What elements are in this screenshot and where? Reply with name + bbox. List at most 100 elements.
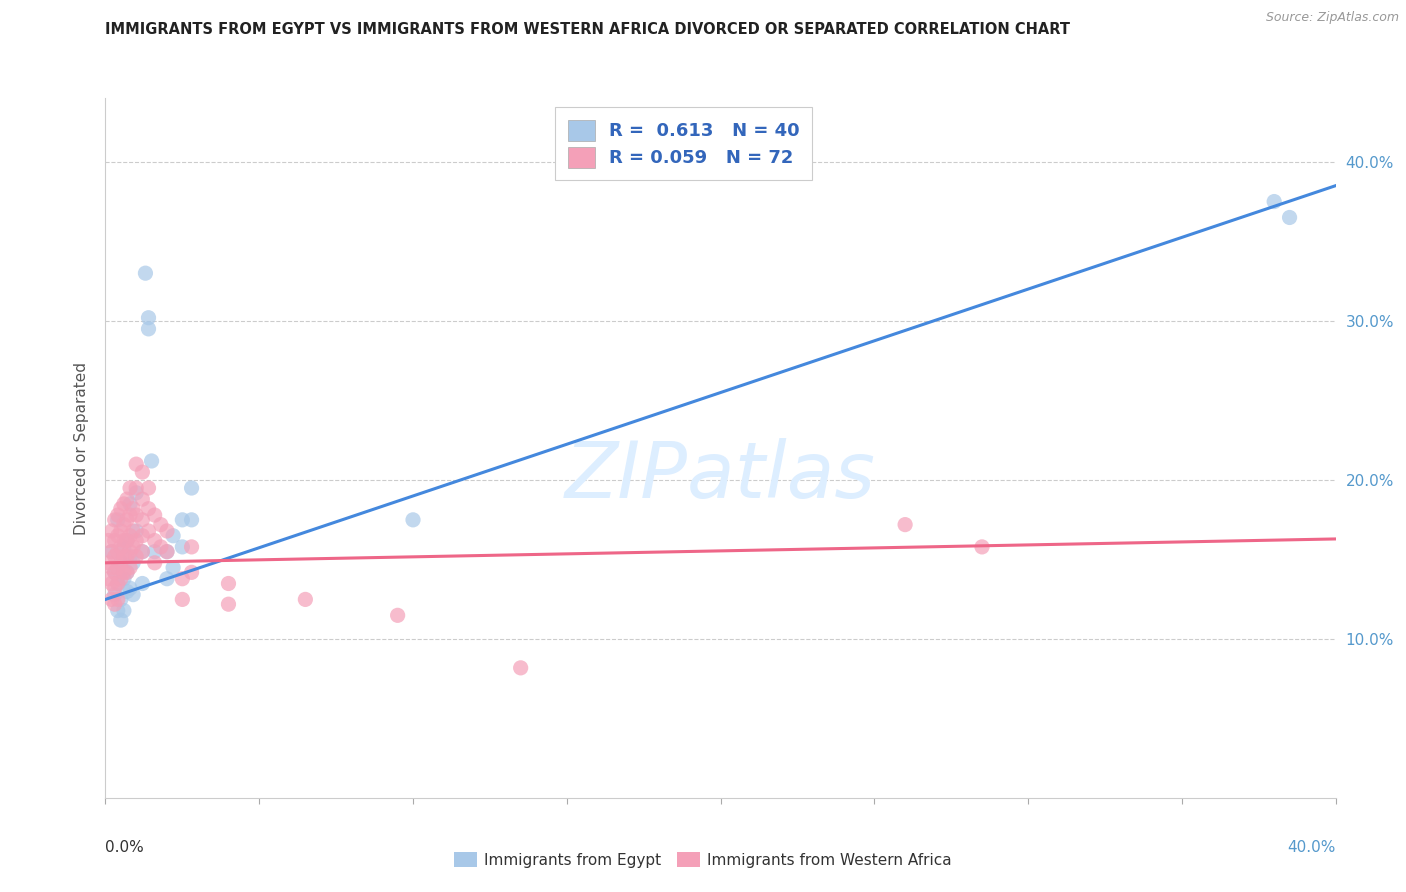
Point [115, 584, 138, 599]
Point [162, 560, 184, 574]
Point [120, 529, 141, 543]
Point [218, 597, 240, 611]
Point [100, 592, 122, 607]
Point [100, 576, 122, 591]
Point [107, 513, 129, 527]
Point [294, 592, 316, 607]
Point [110, 613, 132, 627]
Point [180, 513, 202, 527]
Point [100, 560, 122, 574]
Point [172, 513, 194, 527]
Y-axis label: Divorced or Separated: Divorced or Separated [75, 362, 90, 534]
Point [107, 544, 129, 558]
Legend: R =  0.613   N = 40, R = 0.059   N = 72: R = 0.613 N = 40, R = 0.059 N = 72 [555, 107, 813, 180]
Point [104, 566, 127, 580]
Text: 40.0%: 40.0% [1288, 840, 1336, 855]
Point [120, 549, 141, 564]
Point [115, 566, 138, 580]
Point [120, 544, 141, 558]
Point [107, 603, 129, 617]
Point [122, 501, 145, 516]
Point [97, 533, 120, 548]
Point [107, 592, 129, 607]
Point [125, 549, 148, 564]
Point [104, 588, 127, 602]
Point [125, 485, 148, 500]
Point [131, 465, 153, 479]
Point [138, 501, 160, 516]
Point [110, 556, 132, 570]
Point [110, 592, 132, 607]
Point [894, 517, 917, 532]
Point [112, 517, 135, 532]
Point [97, 572, 120, 586]
Point [156, 544, 179, 558]
Point [180, 481, 202, 495]
Point [112, 497, 135, 511]
Point [1278, 211, 1301, 225]
Text: 0.0%: 0.0% [105, 840, 145, 855]
Point [110, 501, 132, 516]
Point [122, 588, 145, 602]
Point [149, 517, 172, 532]
Point [104, 533, 127, 548]
Point [156, 524, 179, 538]
Point [162, 529, 184, 543]
Point [131, 544, 153, 558]
Point [104, 582, 127, 596]
Point [112, 566, 135, 580]
Point [107, 560, 129, 574]
Point [122, 540, 145, 554]
Point [120, 508, 141, 522]
Point [1263, 194, 1285, 209]
Point [218, 576, 240, 591]
Point [970, 540, 993, 554]
Point [125, 457, 148, 471]
Point [143, 508, 166, 522]
Point [143, 544, 166, 558]
Point [115, 513, 138, 527]
Point [180, 566, 202, 580]
Point [104, 549, 127, 564]
Point [107, 508, 129, 522]
Point [112, 540, 135, 554]
Point [125, 533, 148, 548]
Point [131, 492, 153, 507]
Point [125, 524, 148, 538]
Point [104, 566, 127, 580]
Point [143, 556, 166, 570]
Point [134, 266, 156, 280]
Point [110, 572, 132, 586]
Point [143, 533, 166, 548]
Point [115, 566, 138, 580]
Point [115, 533, 138, 548]
Point [138, 322, 160, 336]
Point [120, 497, 141, 511]
Point [100, 524, 122, 538]
Point [115, 533, 138, 548]
Point [131, 544, 153, 558]
Point [104, 513, 127, 527]
Point [156, 544, 179, 558]
Point [131, 513, 153, 527]
Point [107, 576, 129, 591]
Point [172, 540, 194, 554]
Point [110, 556, 132, 570]
Point [104, 597, 127, 611]
Legend: Immigrants from Egypt, Immigrants from Western Africa: Immigrants from Egypt, Immigrants from W… [446, 844, 960, 875]
Point [172, 592, 194, 607]
Point [149, 540, 172, 554]
Point [120, 560, 141, 574]
Point [112, 572, 135, 586]
Point [100, 544, 122, 558]
Point [110, 540, 132, 554]
Point [125, 481, 148, 495]
Point [120, 481, 141, 495]
Point [115, 549, 138, 564]
Point [112, 603, 135, 617]
Point [97, 556, 120, 570]
Point [138, 310, 160, 325]
Point [120, 582, 141, 596]
Point [138, 481, 160, 495]
Point [172, 572, 194, 586]
